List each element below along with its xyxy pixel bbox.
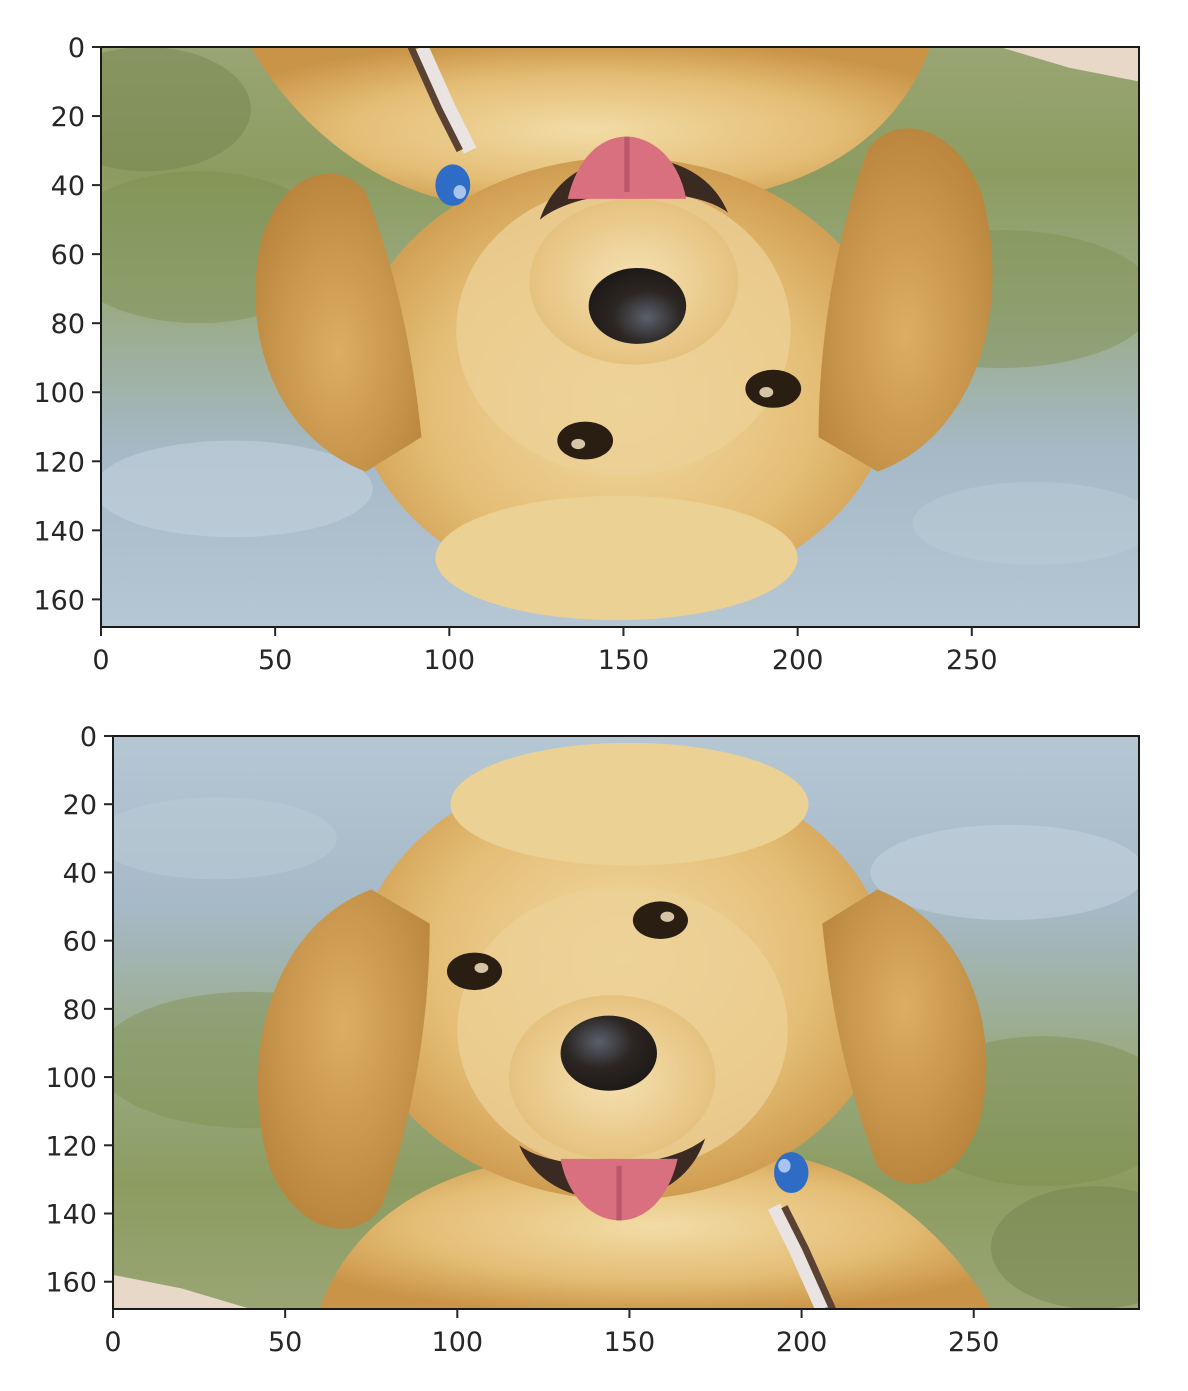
y-tick-label: 0 [68,33,85,64]
x-tick-label: 250 [946,645,998,676]
x-tick-label: 50 [258,645,292,676]
y-tick-label: 80 [51,309,85,340]
y-tick-label: 60 [63,927,97,958]
x-tick-label: 150 [598,645,650,676]
axes-frame [100,46,1140,628]
x-tick-label: 250 [948,1327,1000,1358]
y-tick-label: 40 [63,858,97,889]
y-tick-label: 20 [51,102,85,133]
y-tick-label: 20 [63,790,97,821]
y-tick-label: 0 [80,722,97,753]
y-tick-label: 160 [33,585,85,616]
x-tick-label: 100 [432,1327,484,1358]
y-tick-label: 120 [45,1131,97,1162]
image-panel-2: 0 50 100 150 200 250 0 20 40 60 80 100 120 140 160 [45,722,1188,1358]
y-tick-label: 140 [33,516,85,547]
x-tick-label: 0 [92,645,109,676]
y-tick-label: 80 [63,995,97,1026]
y-tick-label: 140 [45,1200,97,1231]
x-tick-label: 100 [424,645,476,676]
puppy-image [96,736,1188,1309]
image-panel-1: 0 50 100 150 200 250 0 20 40 60 80 100 120 140 160 [33,33,1157,676]
x-tick-label: 200 [772,645,824,676]
x-tick-label: 150 [604,1327,656,1358]
axes-frame [112,735,1140,1310]
y-tick-label: 100 [33,378,85,409]
y-tick-label: 120 [33,447,85,478]
x-tick-label: 0 [104,1327,121,1358]
y-tick-label: 100 [45,1063,97,1094]
puppy-image [42,47,1157,627]
x-tick-label: 50 [268,1327,302,1358]
y-tick-label: 160 [45,1268,97,1299]
y-tick-label: 40 [51,171,85,202]
y-tick-label: 60 [51,240,85,271]
x-tick-label: 200 [776,1327,828,1358]
